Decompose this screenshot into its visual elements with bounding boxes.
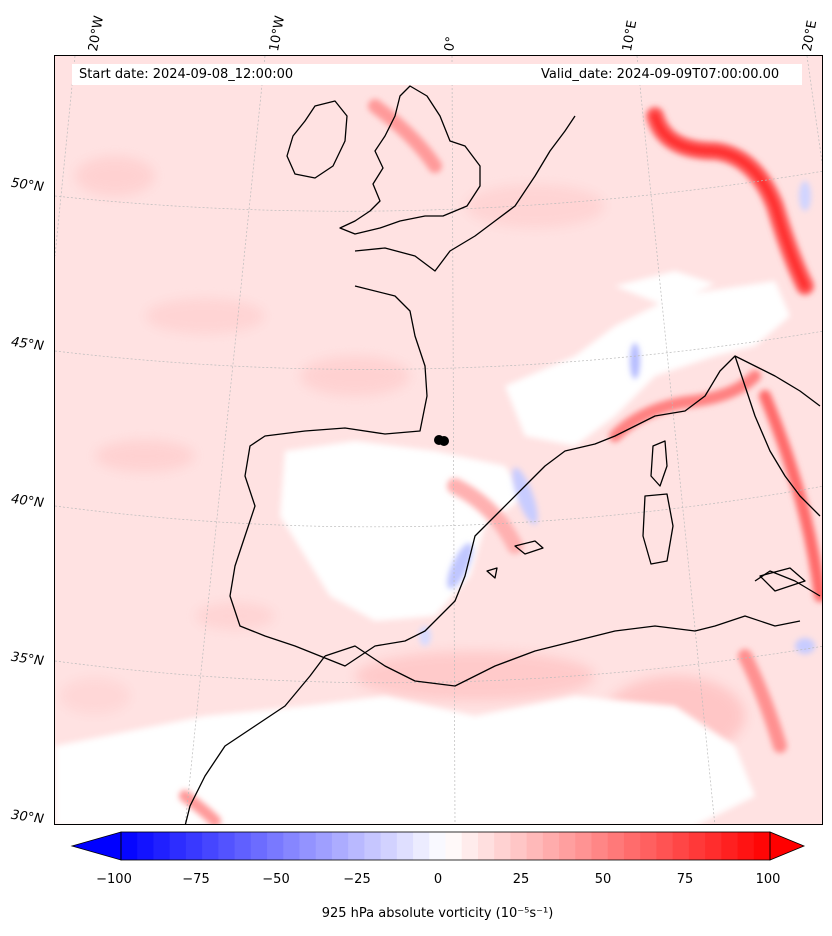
colorbar-tick: −50	[262, 872, 290, 887]
colorbar-cell	[202, 832, 219, 860]
colorbar-cell	[753, 832, 771, 860]
colorbar-cell	[737, 832, 755, 860]
graticule-lines	[55, 56, 822, 824]
colorbar-cell	[623, 832, 641, 860]
colorbar-cell	[396, 832, 414, 860]
lat-label-30n: 30°N	[10, 807, 45, 828]
colorbar-cell	[461, 832, 479, 860]
colorbar-cell	[640, 832, 658, 860]
colorbar-cell	[526, 832, 544, 860]
negative-vorticity-patches	[419, 181, 815, 654]
colorbar-cell	[250, 832, 268, 860]
colorbar-cell	[153, 832, 171, 860]
colorbar	[70, 831, 806, 861]
coastlines	[184, 85, 821, 824]
colorbar-cell	[721, 832, 739, 860]
colorbar-cell	[429, 832, 447, 860]
colorbar-tick: 100	[755, 872, 781, 887]
colorbar-cell	[234, 832, 252, 860]
colorbar-cell	[494, 832, 511, 860]
map-panel	[54, 55, 823, 825]
colorbar-cell	[380, 832, 398, 860]
colorbar-cell	[607, 832, 625, 860]
colorbar-cell	[688, 832, 706, 860]
lat-label-45n: 45°N	[10, 334, 45, 355]
colorbar-cell	[267, 832, 284, 860]
colorbar-cells	[121, 832, 771, 860]
colorbar-cell	[364, 832, 382, 860]
colorbar-cell	[705, 832, 722, 860]
start-date-label: Start date: 2024-09-08_12:00:00	[79, 67, 294, 82]
header-box	[72, 64, 802, 85]
lon-label-0: 0°	[442, 35, 460, 53]
colorbar-tick: 25	[512, 872, 530, 887]
colorbar-cell	[169, 832, 187, 860]
valid-date-label: Valid_date: 2024-09-09T07:00:00.00	[541, 67, 780, 82]
colorbar-cell	[575, 832, 593, 860]
lat-label-35n: 35°N	[10, 649, 45, 670]
colorbar-label: 925 hPa absolute vorticity (10⁻⁵s⁻¹)	[321, 906, 554, 921]
lon-label-20e: 20°E	[800, 19, 821, 53]
colorbar-cell	[591, 832, 609, 860]
colorbar-cell	[445, 832, 463, 860]
colorbar-cell	[413, 832, 430, 860]
colorbar-cell	[315, 832, 333, 860]
colorbar-cell	[510, 832, 528, 860]
lat-label-50n: 50°N	[10, 175, 45, 196]
colorbar-cell	[283, 832, 301, 860]
colorbar-tick: 50	[594, 872, 612, 887]
colorbar-extend-min	[70, 831, 122, 861]
colorbar-cell	[331, 832, 349, 860]
colorbar-extend-max	[769, 831, 806, 861]
location-marker	[434, 435, 449, 446]
colorbar-cell	[218, 832, 236, 860]
colorbar-tick: −100	[96, 872, 132, 887]
colorbar-cell	[121, 832, 138, 860]
colorbar-cell	[299, 832, 317, 860]
colorbar-cell	[185, 832, 203, 860]
lon-label-10e: 10°E	[620, 19, 641, 53]
colorbar-tick: −25	[343, 872, 371, 887]
lon-label-20w: 20°W	[86, 14, 108, 53]
vorticity-map	[55, 56, 822, 824]
colorbar-cell	[656, 832, 674, 860]
colorbar-tick: −75	[182, 872, 210, 887]
colorbar-tick: 75	[676, 872, 694, 887]
colorbar-cell	[348, 832, 365, 860]
lon-label-10w: 10°W	[267, 14, 289, 53]
colorbar-cell	[672, 832, 690, 860]
colorbar-cell	[559, 832, 576, 860]
colorbar-outline	[120, 831, 771, 861]
lat-label-40n: 40°N	[10, 491, 45, 512]
positive-vorticity-bands	[179, 99, 822, 824]
colorbar-cell	[137, 832, 155, 860]
colorbar-cell	[542, 832, 560, 860]
colorbar-tick: 0	[433, 872, 443, 887]
colorbar-cell	[477, 832, 495, 860]
